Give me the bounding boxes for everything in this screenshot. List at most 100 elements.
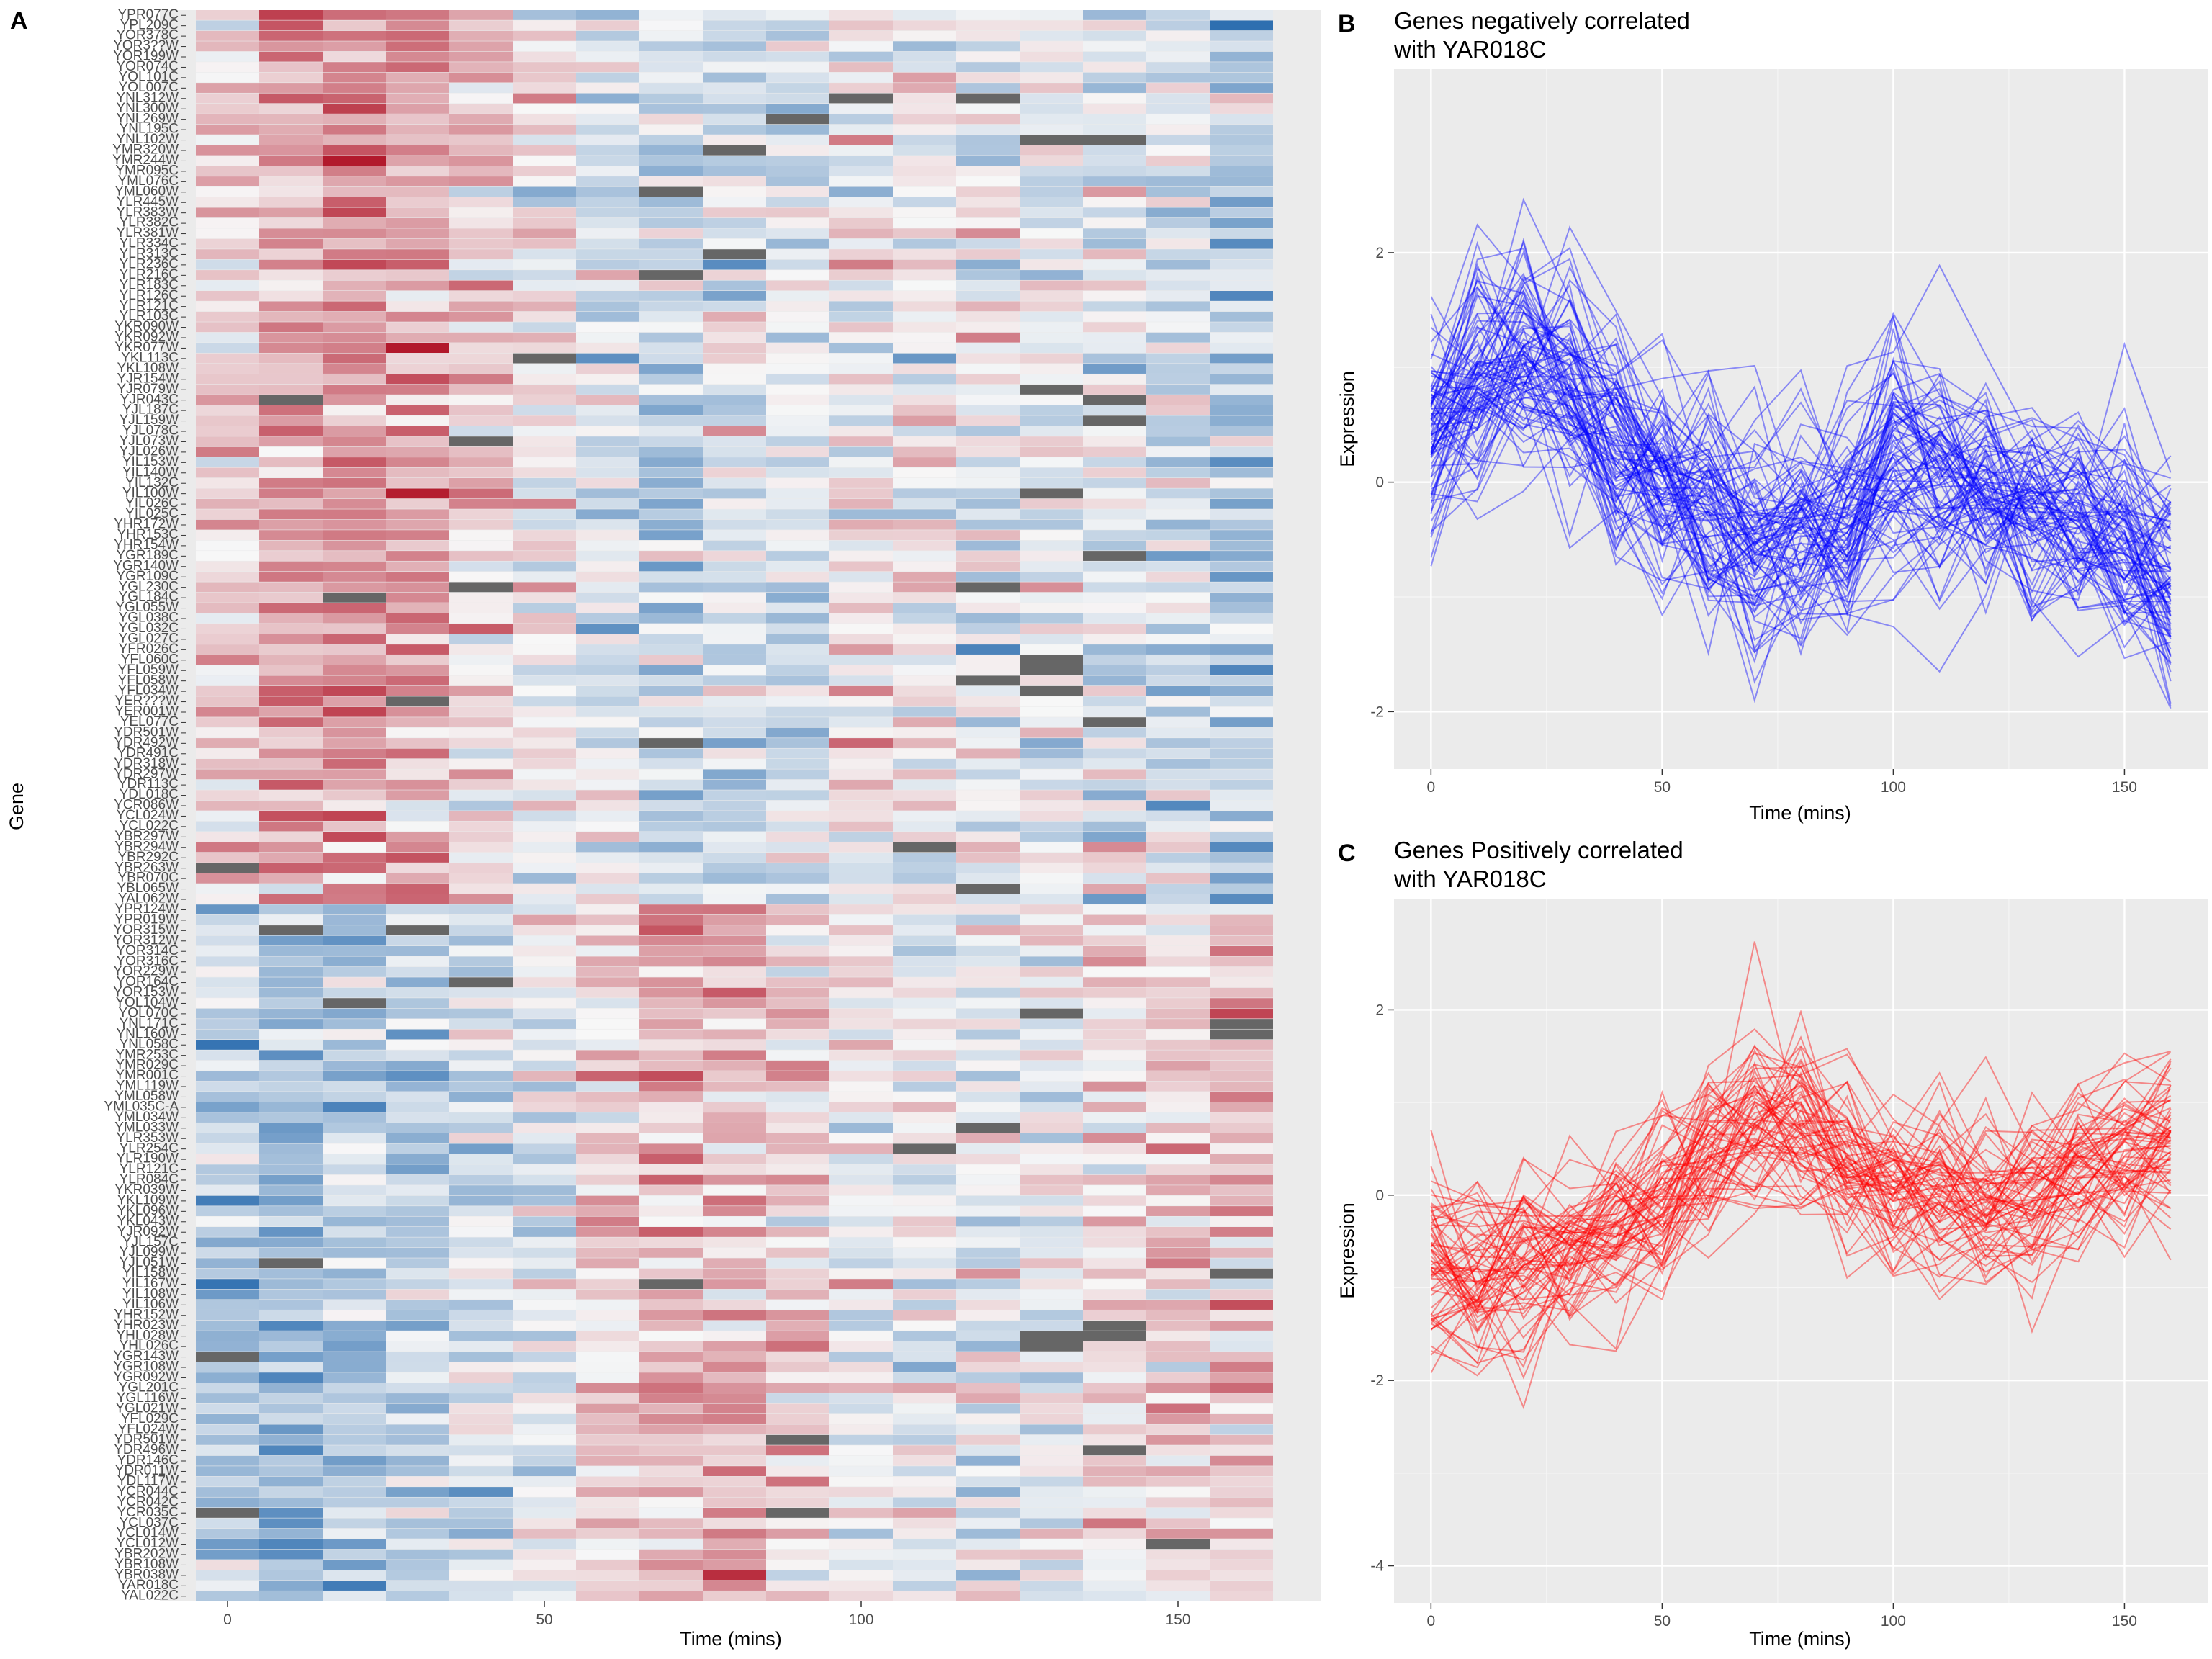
heatmap-cell: [766, 270, 830, 280]
heatmap-cell: [766, 790, 830, 801]
panel-b-series-line: [1430, 375, 2172, 615]
heatmap-cell: [323, 1216, 386, 1227]
heatmap-cell: [893, 1227, 956, 1237]
panel-c-series-line: [1430, 1082, 2172, 1304]
heatmap-row: [196, 904, 1273, 915]
heatmap-cell: [1146, 727, 1210, 738]
heatmap-cell: [259, 1331, 323, 1341]
heatmap-cell: [1210, 436, 1273, 447]
heatmap-cell: [893, 93, 956, 104]
heatmap-cell: [703, 1060, 766, 1071]
heatmap-cell: [323, 842, 386, 853]
heatmap-cell: [1020, 364, 1083, 374]
heatmap-cell: [1020, 1216, 1083, 1227]
heatmap-cell: [639, 1258, 703, 1269]
heatmap-cell: [1083, 197, 1146, 207]
heatmap-cell: [639, 385, 703, 395]
heatmap-cell: [1020, 1560, 1083, 1570]
heatmap-cell: [513, 655, 576, 665]
heatmap-cell: [1210, 800, 1273, 811]
heatmap-cell: [449, 322, 513, 333]
heatmap-cell: [513, 1434, 576, 1445]
heatmap-cell: [766, 124, 830, 135]
heatmap-row: [196, 114, 1273, 125]
panel-c-series-line: [1430, 1046, 2172, 1315]
heatmap-cell: [513, 124, 576, 135]
heatmap-cell: [386, 1591, 449, 1601]
heatmap-cell: [956, 353, 1020, 364]
heatmap-cell: [1083, 228, 1146, 239]
heatmap-cell: [196, 1247, 259, 1258]
heatmap-cell: [196, 30, 259, 41]
heatmap-row: [196, 1247, 1273, 1258]
heatmap-cell: [639, 946, 703, 956]
heatmap-cell: [766, 238, 830, 249]
heatmap-cell: [449, 186, 513, 197]
heatmap-cell: [196, 405, 259, 415]
heatmap-cell: [576, 1143, 639, 1154]
heatmap-cell: [766, 197, 830, 207]
heatmap-row: [196, 1310, 1273, 1321]
heatmap-cell: [196, 914, 259, 925]
heatmap-cell: [893, 509, 956, 520]
heatmap-cell: [1083, 519, 1146, 530]
heatmap-cell: [513, 311, 576, 322]
heatmap-cell: [830, 270, 893, 280]
heatmap-cell: [1210, 498, 1273, 509]
heatmap-cell: [576, 385, 639, 395]
heatmap-cell: [449, 613, 513, 624]
heatmap-cell: [259, 467, 323, 478]
heatmap-cell: [259, 1050, 323, 1061]
heatmap-cell: [449, 1424, 513, 1435]
heatmap-cell: [259, 51, 323, 62]
heatmap-cell: [703, 956, 766, 967]
heatmap-cell: [1146, 1174, 1210, 1185]
heatmap-cell: [766, 800, 830, 811]
heatmap-cell: [513, 727, 576, 738]
heatmap-cell: [830, 738, 893, 748]
heatmap-cell: [259, 1206, 323, 1216]
heatmap-cell: [1210, 832, 1273, 842]
heatmap-cell: [956, 748, 1020, 759]
heatmap-cell: [259, 914, 323, 925]
heatmap-cell: [1146, 925, 1210, 935]
heatmap-cell: [323, 41, 386, 52]
heatmap-cell: [1083, 1258, 1146, 1269]
heatmap-cell: [386, 644, 449, 655]
heatmap-cell: [323, 603, 386, 613]
heatmap-cell: [639, 156, 703, 166]
heatmap-cell: [449, 727, 513, 738]
heatmap-cell: [1210, 364, 1273, 374]
heatmap-cell: [1210, 1321, 1273, 1331]
heatmap-cell: [1020, 1331, 1083, 1341]
heatmap-cell: [1083, 592, 1146, 603]
heatmap-cell: [196, 1382, 259, 1393]
panel-c-series: [1430, 941, 2172, 1410]
heatmap-cell: [639, 104, 703, 114]
heatmap-cell: [259, 1112, 323, 1123]
heatmap-cell: [766, 166, 830, 176]
heatmap-cell: [639, 1321, 703, 1331]
heatmap-cell: [1210, 467, 1273, 478]
heatmap-cell: [1083, 1487, 1146, 1497]
heatmap-row: [196, 811, 1273, 822]
heatmap-cell: [576, 1434, 639, 1445]
heatmap-cell: [956, 1123, 1020, 1133]
heatmap-cell: [830, 540, 893, 551]
heatmap-row: [196, 228, 1273, 239]
panel-b-series-line: [1430, 391, 2171, 598]
gene-label: YER001W: [114, 704, 179, 719]
heatmap-cell: [196, 894, 259, 904]
heatmap-cell: [1020, 800, 1083, 811]
heatmap-cell: [830, 1300, 893, 1310]
heatmap-cell: [1210, 259, 1273, 270]
heatmap-cell: [449, 364, 513, 374]
heatmap-cell: [196, 415, 259, 426]
heatmap-cell: [576, 353, 639, 364]
panel-b-series-line: [1431, 385, 2172, 595]
heatmap-cell: [956, 395, 1020, 405]
heatmap-cell: [1146, 582, 1210, 593]
gene-label: YLR381W: [116, 225, 179, 240]
heatmap-cell: [1020, 1518, 1083, 1529]
gene-label: YMR244W: [112, 153, 179, 168]
